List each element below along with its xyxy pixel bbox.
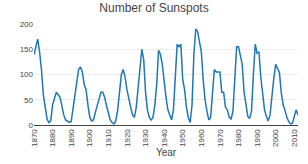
svg-text:Year: Year xyxy=(156,147,177,158)
svg-text:1870: 1870 xyxy=(30,129,39,147)
svg-text:0: 0 xyxy=(29,121,34,130)
svg-text:1930: 1930 xyxy=(141,129,150,147)
svg-text:1890: 1890 xyxy=(67,129,76,147)
svg-text:1940: 1940 xyxy=(160,129,169,147)
svg-text:1880: 1880 xyxy=(48,129,57,147)
svg-text:200: 200 xyxy=(20,20,34,29)
svg-text:1990: 1990 xyxy=(253,129,262,147)
svg-text:1920: 1920 xyxy=(123,129,132,147)
svg-text:150: 150 xyxy=(20,45,34,54)
svg-text:Number of Sunspots: Number of Sunspots xyxy=(99,1,208,15)
svg-text:50: 50 xyxy=(24,96,33,105)
svg-text:1900: 1900 xyxy=(85,129,94,147)
svg-text:1950: 1950 xyxy=(178,129,187,147)
svg-text:2010: 2010 xyxy=(290,129,299,147)
svg-text:1960: 1960 xyxy=(197,129,206,147)
svg-text:1980: 1980 xyxy=(234,129,243,147)
svg-text:1970: 1970 xyxy=(216,129,225,147)
svg-text:100: 100 xyxy=(20,70,34,79)
svg-text:2000: 2000 xyxy=(271,129,280,147)
svg-text:1910: 1910 xyxy=(104,129,113,147)
